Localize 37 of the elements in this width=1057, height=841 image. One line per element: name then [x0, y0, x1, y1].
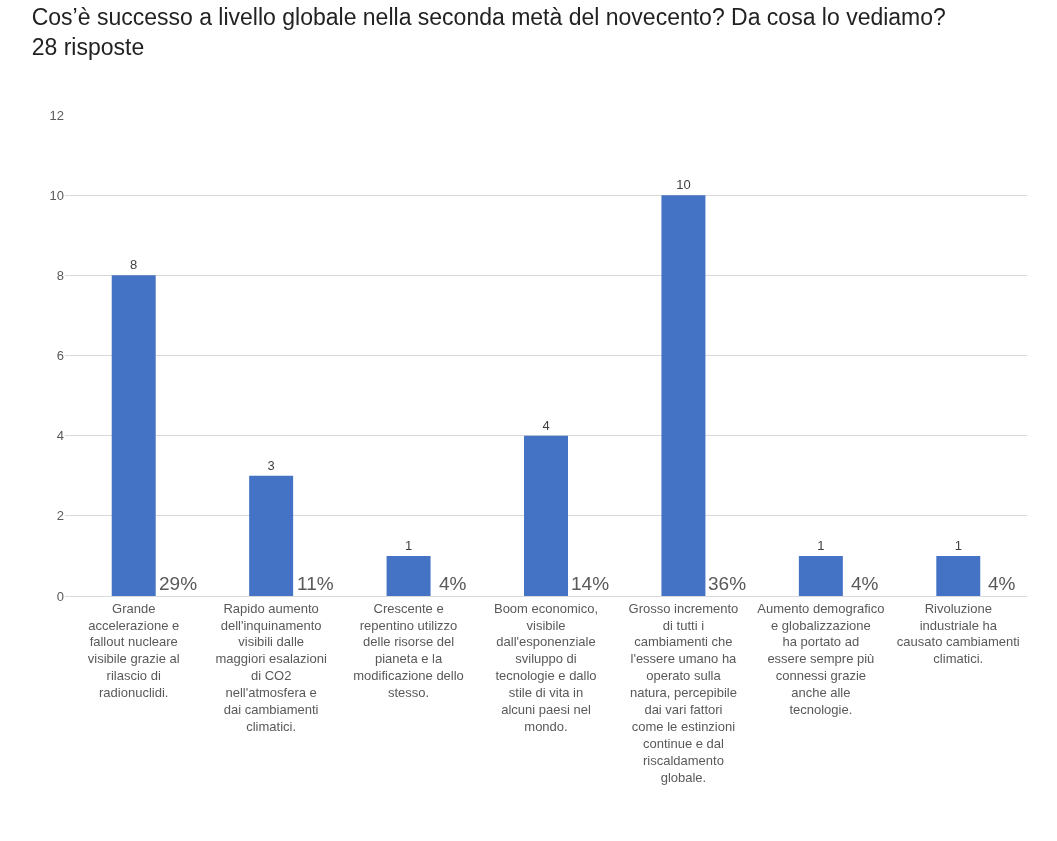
x-tick-label: Boom economico, visibile dall'esponenziale sviluppo di tecnologie e dallo stile di vita in alcuni paesi nel mondo. — [493, 600, 599, 734]
data-label: 3 — [267, 457, 275, 473]
annotation: 36% — [708, 573, 747, 594]
data-label: 1 — [404, 537, 413, 553]
y-tick-label: 8 — [56, 267, 64, 283]
y-tick-label: 6 — [56, 348, 64, 364]
bar — [386, 555, 431, 596]
bar — [249, 475, 294, 596]
data-label: 1 — [817, 537, 825, 553]
bar — [798, 555, 843, 596]
x-tick-label: Grande accelerazione e fallout nucleare visibile grazie al rilascio di radionuclidi. — [87, 600, 180, 701]
annotation: 4% — [988, 573, 1016, 594]
x-tick-label: Aumento demografico e globalizzazione ha portato ad essere sempre più connessi grazie anche alle tecnologie. — [757, 600, 885, 717]
chart-title: Cos’è successo a livello globale nella seconda metà del novecento? Da cosa lo vediamo? — [31, 4, 946, 31]
data-label: 8 — [130, 257, 138, 273]
annotation: 4% — [439, 573, 467, 594]
x-tick-label: Crescente e repentino utilizzo delle risorse del pianeta e la modificazione dello stesso. — [353, 600, 464, 701]
x-tick-label: Rapido aumento dell'inquinamento visibili dalle maggiori esalazioni di CO2 nell'atmosfera e dai cambiamenti climatici. — [215, 600, 327, 734]
data-label: 4 — [542, 417, 550, 433]
data-label: 1 — [954, 537, 962, 553]
y-tick-label: 4 — [56, 428, 64, 444]
bar — [936, 555, 981, 596]
bar — [661, 195, 706, 596]
y-tick-label: 0 — [56, 588, 64, 604]
annotation: 11% — [297, 573, 334, 594]
annotation: 29% — [159, 573, 198, 594]
y-tick-label: 2 — [56, 508, 64, 524]
x-tick-label: Rivoluzione industriale ha causato cambiamenti climatici. — [896, 600, 1020, 667]
bar — [524, 435, 568, 596]
annotation: 14% — [571, 573, 610, 594]
annotation: 4% — [851, 573, 879, 594]
bar — [111, 275, 156, 596]
chart-subtitle: 28 risposte — [31, 34, 145, 61]
category-label: Grosso incremento di tutti i cambiamenti che l'essere umano ha operato sulla natura, percepibile dai vari fattori come le estinzioni continue e dal riscaldamento globale. — [628, 600, 739, 785]
data-label: 10 — [676, 177, 691, 193]
y-tick-label: 12 — [49, 107, 64, 123]
y-tick-label: 10 — [49, 187, 64, 203]
